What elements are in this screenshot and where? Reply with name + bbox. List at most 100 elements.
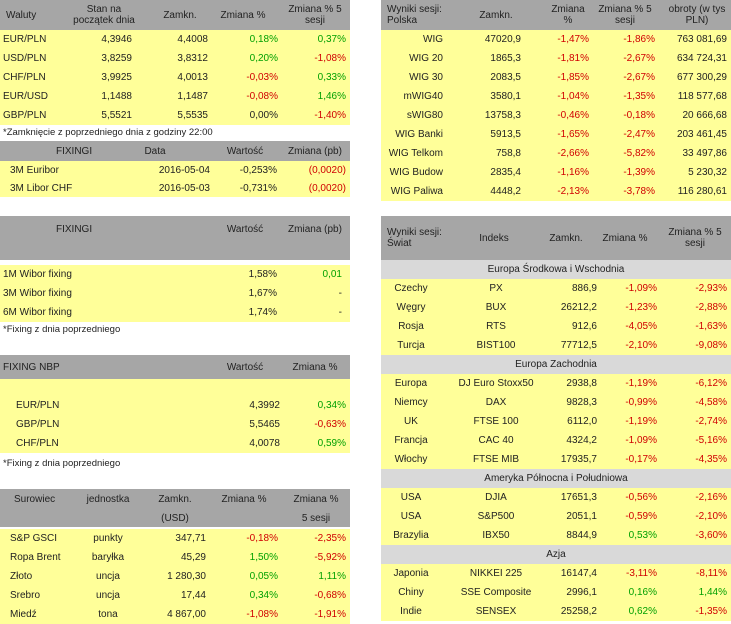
table-row: Miedź tona 4 867,00 -1,08% -1,91% <box>0 605 350 624</box>
poland-table: Wyniki sesji: Polska Zamkn. Zmiana % Zmi… <box>381 0 731 201</box>
col-header: Wartość <box>226 145 264 157</box>
open-cell: 4,3946 <box>101 34 132 45</box>
col-header: Zmiana % 5 sesji <box>668 227 722 249</box>
commodity-cell: Ropa Brent <box>10 552 61 563</box>
rate-name-cell: 3M Euribor <box>10 164 59 176</box>
change-cell: -1,65% <box>557 129 589 140</box>
change5-cell: -3,60% <box>695 530 727 541</box>
region-title: Ameryka Północna i Południowa <box>484 473 628 484</box>
region-section-header: Europa Zachodnia <box>381 355 731 374</box>
table-row: USA DJIA 17651,3 -0,56% -2,16% <box>381 488 731 507</box>
change-cell: 0,34% <box>317 400 346 411</box>
col-header: Zamkn. <box>163 9 197 21</box>
change5-cell: -5,16% <box>695 435 727 446</box>
col-header: obroty (w tys PLN) <box>668 4 726 26</box>
close-cell: 16147,4 <box>560 568 597 579</box>
table-row: USD/PLN 3,8259 3,8312 0,20% -1,08% <box>0 49 350 68</box>
change5-cell: 1,46% <box>317 91 346 102</box>
table-row: Czechy PX 886,9 -1,09% -2,93% <box>381 279 731 298</box>
value-cell: 4,3992 <box>249 400 280 411</box>
close-cell: 2996,1 <box>566 587 597 598</box>
change5-cell: -5,92% <box>314 552 346 563</box>
change-pb-cell: - <box>338 307 342 318</box>
col-header: Zmiana (pb) <box>288 145 342 157</box>
commodities-table: Surowiec jednostka Zamkn. Zmiana % Zmian… <box>0 489 350 624</box>
close-cell: 4,0013 <box>177 72 208 83</box>
change-cell: -0,18% <box>246 533 278 544</box>
col-header: Waluty <box>6 9 37 21</box>
col-header: Surowiec <box>14 493 56 505</box>
change-cell: -1,19% <box>625 416 657 427</box>
close-cell: 2051,1 <box>566 511 597 522</box>
close-cell: 886,9 <box>571 283 597 294</box>
change-cell: -1,16% <box>557 167 589 178</box>
change5-cell: -1,39% <box>623 167 655 178</box>
table-row: Srebro uncja 17,44 0,34% -0,68% <box>0 586 350 605</box>
change-cell: 0,53% <box>628 530 657 541</box>
change5-cell: -2,74% <box>695 416 727 427</box>
turnover-cell: 763 081,69 <box>676 34 727 45</box>
change-cell: -1,47% <box>557 34 589 45</box>
region-title: Europa Środkowa i Wschodnia <box>487 264 625 275</box>
table-row: Niemcy DAX 9828,3 -0,99% -4,58% <box>381 393 731 412</box>
change5-cell: -2,47% <box>623 129 655 140</box>
close-cell: 2835,4 <box>490 167 521 178</box>
index-cell: CAC 40 <box>478 435 514 446</box>
change-cell: -1,81% <box>557 53 589 64</box>
close-cell: 47020,9 <box>484 34 521 45</box>
col-header: Zmiana (pb) <box>288 223 342 235</box>
country-cell: Czechy <box>394 283 428 294</box>
change5-cell: -1,91% <box>314 609 346 620</box>
open-cell: 3,8259 <box>101 53 132 64</box>
country-cell: Europa <box>394 378 428 389</box>
close-cell: 17935,7 <box>560 454 597 465</box>
turnover-cell: 203 461,45 <box>676 129 727 140</box>
country-cell: USA <box>400 492 422 503</box>
commodity-cell: Złoto <box>10 571 33 582</box>
wibor-table: FIXINGI Wartość Zmiana (pb) 1M Wibor fix… <box>0 216 350 322</box>
change-cell: -0,08% <box>246 91 278 102</box>
value-cell: 1,67% <box>248 288 277 299</box>
close-cell: 4,4008 <box>177 34 208 45</box>
table-row: 3M Euribor 2016-05-04 -0,253% (0,0020) <box>0 161 350 179</box>
change-cell: -2,13% <box>557 186 589 197</box>
table-row: Brazylia IBX50 8844,9 0,53% -3,60% <box>381 526 731 545</box>
index-cell: FTSE MIB <box>472 454 520 465</box>
table-row: Turcja BIST100 77712,5 -2,10% -9,08% <box>381 336 731 355</box>
col-subheader: (USD) <box>161 512 189 524</box>
wibor-note: *Fixing z dnia poprzedniego <box>3 324 121 335</box>
table-row: WIG Banki 5913,5 -1,65% -2,47% 203 461,45 <box>381 125 731 144</box>
close-cell: 1 280,30 <box>167 571 206 582</box>
change5-cell: 1,44% <box>698 587 727 598</box>
table-row: sWIG80 13758,3 -0,46% -0,18% 20 666,68 <box>381 106 731 125</box>
change5-cell: -0,68% <box>314 590 346 601</box>
change5-cell: -5,82% <box>623 148 655 159</box>
table-row: 1M Wibor fixing 1,58% 0,01 <box>0 265 350 284</box>
country-cell: Indie <box>400 606 422 617</box>
world-table: Wyniki sesji: Świat Indeks Zamkn. Zmiana… <box>381 216 731 621</box>
euribor-table-header: FIXINGI Data Wartość Zmiana (pb) <box>0 141 350 161</box>
change-cell: 0,00% <box>249 110 278 121</box>
turnover-cell: 20 666,68 <box>682 110 728 121</box>
change-cell: 0,20% <box>249 53 278 64</box>
table-row: CHF/PLN 4,0078 0,59% <box>0 434 350 453</box>
index-cell: FTSE 100 <box>473 416 519 427</box>
close-cell: 17651,3 <box>560 492 597 503</box>
change-cell: 1,50% <box>249 552 278 563</box>
col-header: Wyniki sesji: Świat <box>387 227 442 249</box>
change5-cell: -4,58% <box>695 397 727 408</box>
country-cell: Chiny <box>398 587 424 598</box>
rate-name-cell: 3M Libor CHF <box>10 182 73 194</box>
table-row: EUR/PLN 4,3992 0,34% <box>0 396 350 415</box>
change5-cell: -2,35% <box>314 533 346 544</box>
country-cell: Włochy <box>394 454 428 465</box>
change-cell: -0,56% <box>625 492 657 503</box>
close-cell: 2938,8 <box>566 378 597 389</box>
turnover-cell: 5 230,32 <box>688 167 727 178</box>
table-row: 6M Wibor fixing 1,74% - <box>0 303 350 322</box>
change5-cell: -2,67% <box>623 72 655 83</box>
table-row: mWIG40 3580,1 -1,04% -1,35% 118 577,68 <box>381 87 731 106</box>
region-title: Europa Zachodnia <box>515 359 597 370</box>
value-cell: 4,0078 <box>249 438 280 449</box>
change-cell: 0,62% <box>628 606 657 617</box>
